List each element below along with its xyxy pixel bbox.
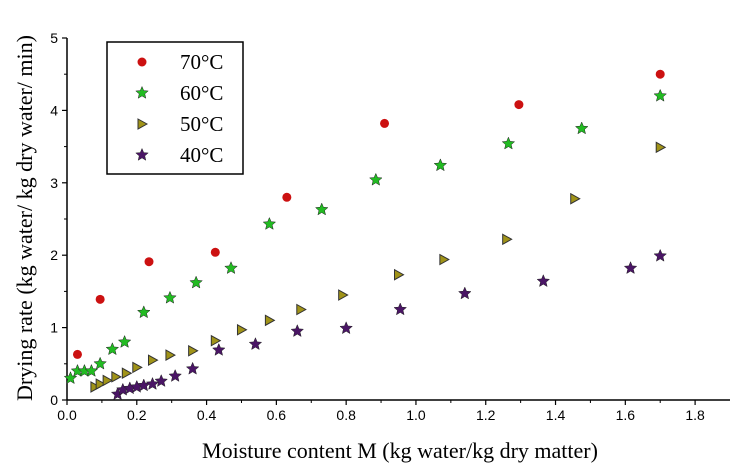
x-tick-label: 0.8 <box>336 407 356 423</box>
legend-label: 60°C <box>180 81 223 105</box>
x-tick-label: 0.4 <box>197 407 217 423</box>
data-point <box>95 294 105 304</box>
legend-box <box>106 41 244 175</box>
data-point <box>163 290 177 304</box>
data-point <box>72 349 82 359</box>
series-3 <box>110 248 668 400</box>
x-tick-label: 1.2 <box>476 407 496 423</box>
data-point <box>117 334 132 348</box>
data-point <box>188 344 199 357</box>
data-point <box>185 361 200 375</box>
legend-label: 70°C <box>180 50 223 74</box>
data-point <box>210 334 222 347</box>
data-point <box>136 305 151 319</box>
data-point <box>433 158 448 172</box>
x-tick-label: 0.6 <box>267 407 287 423</box>
data-point <box>514 100 524 110</box>
data-point <box>380 118 390 128</box>
x-tick-label: 1.4 <box>546 407 566 423</box>
legend-label: 40°C <box>180 143 223 167</box>
data-point <box>338 289 349 301</box>
data-point <box>147 354 159 367</box>
data-point <box>95 378 107 390</box>
x-axis-title: Moisture content M (kg water/kg dry matt… <box>202 438 598 463</box>
data-point <box>132 361 143 374</box>
x-tick-label: 1.8 <box>685 407 705 423</box>
data-point <box>393 302 408 316</box>
data-point <box>189 275 203 289</box>
data-point <box>655 69 665 79</box>
legend: 70°C 60°C 50°C 40°C <box>106 41 244 175</box>
data-point <box>439 253 450 266</box>
x-axis-ticks: 0.0 0.2 0.4 0.6 0.8 1.0 1.2 1.4 1.6 1.8 <box>57 400 705 423</box>
x-tick-label: 1.6 <box>616 407 636 423</box>
data-point <box>339 321 353 335</box>
y-tick-label: 2 <box>50 247 58 263</box>
legend-marker <box>137 57 147 67</box>
data-point <box>264 314 276 327</box>
data-point <box>102 374 114 387</box>
data-point <box>211 342 226 356</box>
data-point <box>165 349 176 361</box>
data-point <box>282 192 292 202</box>
data-point <box>653 88 668 102</box>
data-markers <box>63 69 668 400</box>
data-point <box>536 274 551 288</box>
legend-marker <box>135 85 149 99</box>
series-2 <box>90 141 667 393</box>
data-point <box>93 356 107 370</box>
x-tick-label: 0.0 <box>57 407 77 423</box>
data-point <box>574 121 589 135</box>
data-point <box>570 192 581 205</box>
y-tick-label: 5 <box>50 30 58 46</box>
legend-marker <box>137 118 149 130</box>
legend-marker <box>135 147 149 161</box>
data-point <box>145 376 160 390</box>
data-point <box>296 303 307 316</box>
data-point <box>90 381 101 393</box>
y-axis-title: Drying rate (kg water/ kg dry water/ min… <box>12 35 37 401</box>
data-point <box>144 257 154 267</box>
data-point <box>224 261 238 275</box>
data-point <box>168 368 182 382</box>
x-tick-label: 1.0 <box>406 407 426 423</box>
data-point <box>655 141 667 154</box>
data-point <box>236 323 248 336</box>
legend-label: 50°C <box>180 112 223 136</box>
y-axis-ticks: 0 1 2 3 4 5 <box>50 30 67 408</box>
data-point <box>248 337 263 351</box>
x-tick-label: 0.2 <box>127 407 147 423</box>
data-point <box>262 216 277 230</box>
data-point <box>502 233 513 246</box>
y-tick-label: 1 <box>50 320 58 336</box>
data-point <box>105 342 120 356</box>
data-point <box>314 202 329 216</box>
y-tick-label: 4 <box>50 102 58 118</box>
data-point <box>290 324 305 338</box>
y-tick-label: 3 <box>50 175 58 191</box>
y-tick-label: 0 <box>50 392 58 408</box>
series-0 <box>72 69 665 359</box>
data-point <box>394 268 405 281</box>
data-point <box>369 172 383 186</box>
data-point <box>653 248 668 262</box>
data-point <box>154 374 169 387</box>
data-point <box>63 371 78 385</box>
data-point <box>623 261 638 275</box>
series-1 <box>63 88 668 385</box>
data-point <box>501 136 516 150</box>
data-point <box>458 286 472 300</box>
data-point <box>111 370 122 383</box>
data-point <box>121 367 133 380</box>
data-point <box>210 247 220 257</box>
